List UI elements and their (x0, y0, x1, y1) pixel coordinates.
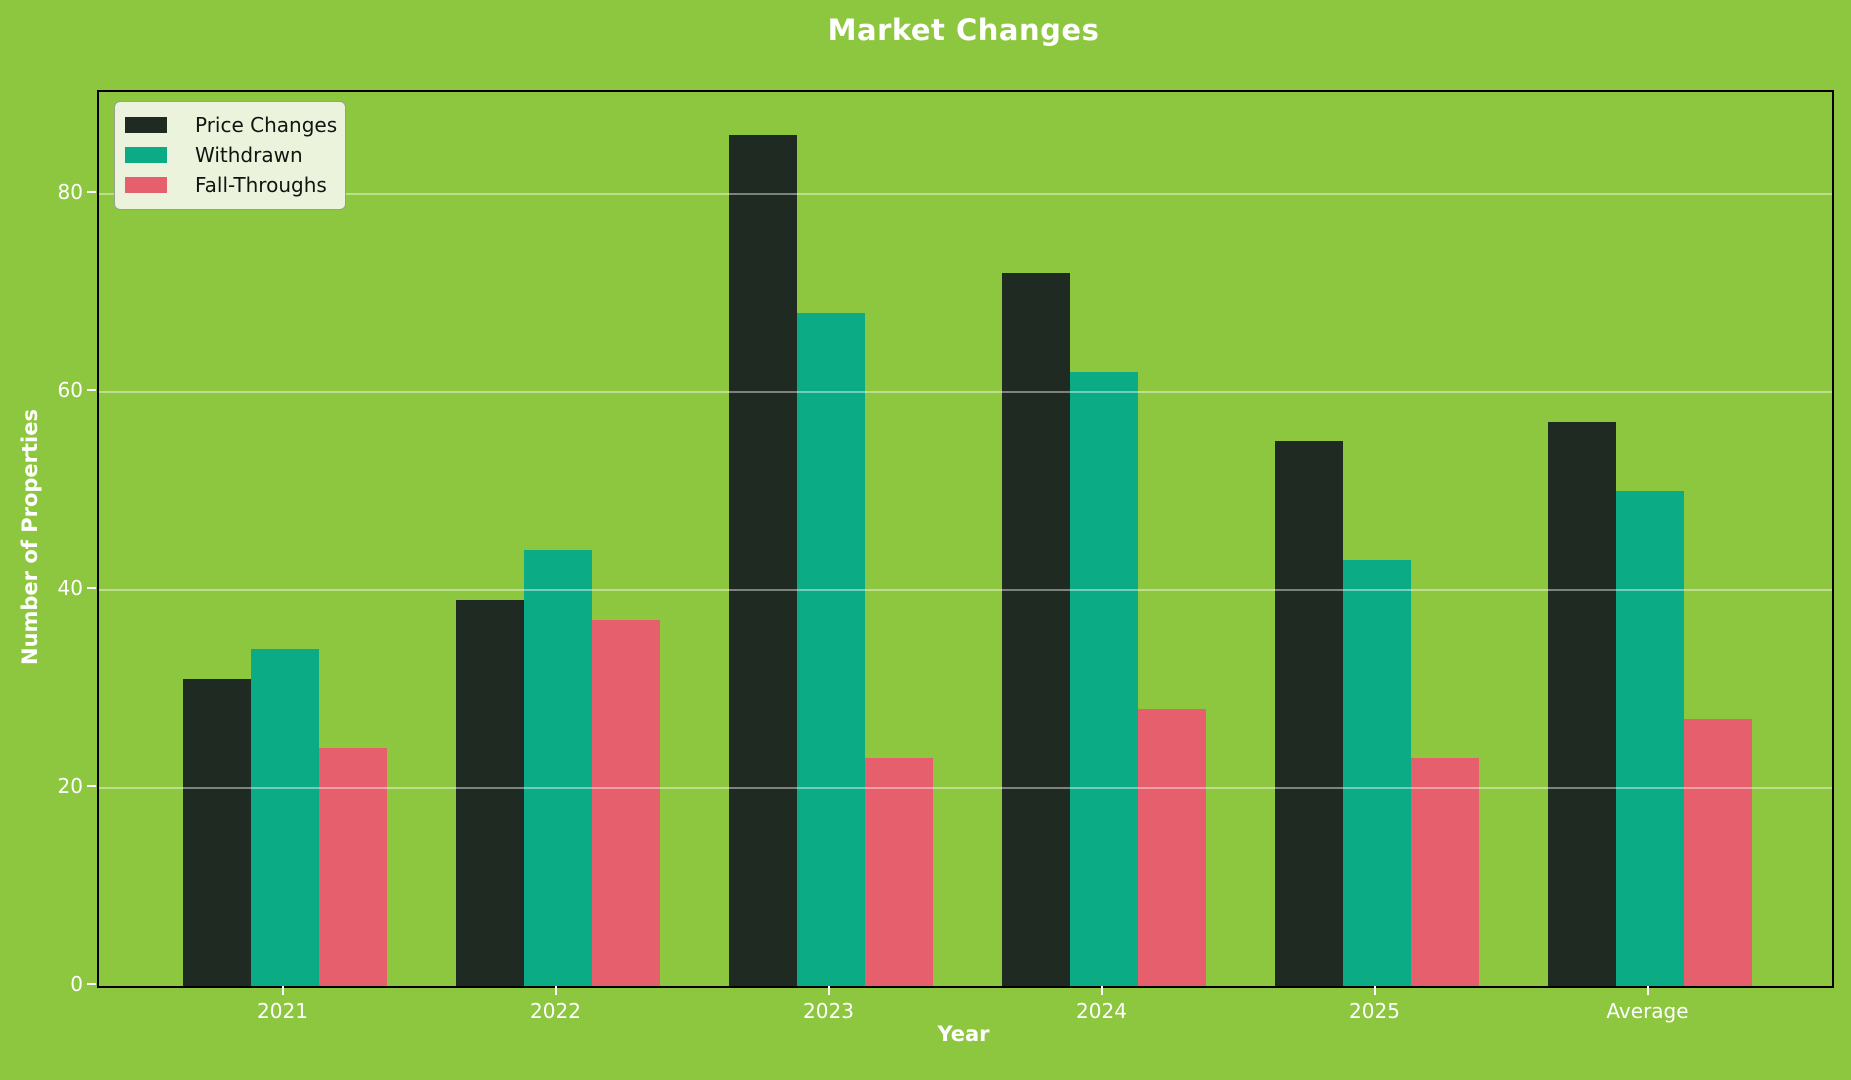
legend-swatch-fall-throughs (125, 177, 167, 193)
bar-2024-price-changes (1001, 273, 1070, 986)
bar-2025-fall-throughs (1410, 758, 1479, 986)
bar-average-fall-throughs (1683, 718, 1752, 986)
x-tick-mark-2025 (1373, 986, 1376, 995)
y-tick-label-0: 0 (70, 972, 83, 996)
x-tick-mark-2021 (281, 986, 284, 995)
gridline-20 (99, 786, 1832, 789)
x-tick-label-2024: 2024 (1076, 999, 1127, 1023)
bar-2021-fall-throughs (318, 748, 387, 986)
legend-item-withdrawn: Withdrawn (115, 140, 345, 170)
legend-item-fall-throughs: Fall-Throughs (115, 170, 345, 200)
x-tick-mark-2022 (554, 986, 557, 995)
bar-2021-price-changes (182, 679, 251, 986)
x-tick-mark-average (1646, 986, 1649, 995)
x-tick-mark-2024 (1100, 986, 1103, 995)
legend-swatch-withdrawn (125, 147, 167, 163)
legend: Price Changes Withdrawn Fall-Throughs (114, 101, 346, 210)
x-tick-label-2021: 2021 (257, 999, 308, 1023)
plot-area: Price Changes Withdrawn Fall-Throughs (97, 90, 1834, 988)
chart-title: Market Changes (827, 13, 1100, 47)
legend-label-fall-throughs: Fall-Throughs (195, 173, 327, 197)
y-tick-mark-80 (87, 190, 96, 193)
y-tick-label-80: 80 (57, 179, 83, 204)
y-tick-label-40: 40 (57, 575, 83, 600)
x-tick-label-2022: 2022 (530, 999, 581, 1023)
bar-2024-fall-throughs (1137, 708, 1206, 986)
bar-2022-price-changes (455, 599, 524, 986)
gridline-80 (99, 192, 1832, 195)
y-tick-mark-40 (87, 586, 96, 589)
x-tick-mark-2023 (827, 986, 830, 995)
bar-2025-price-changes (1274, 441, 1343, 986)
bar-2021-withdrawn (250, 649, 319, 986)
gridline-60 (99, 390, 1832, 393)
gridline-40 (99, 588, 1832, 591)
x-tick-label-2023: 2023 (803, 999, 854, 1023)
legend-label-withdrawn: Withdrawn (195, 143, 303, 167)
x-tick-label-average: Average (1606, 999, 1689, 1023)
y-tick-mark-0 (87, 983, 96, 985)
legend-item-price-changes: Price Changes (115, 110, 345, 140)
bar-2025-withdrawn (1342, 560, 1411, 986)
y-tick-mark-20 (87, 784, 96, 787)
bar-average-price-changes (1547, 421, 1616, 986)
bar-2022-withdrawn (523, 550, 592, 986)
bar-2023-fall-throughs (864, 758, 933, 986)
legend-swatch-price-changes (125, 117, 167, 133)
y-axis-label: Number of Properties (18, 408, 42, 666)
legend-label-price-changes: Price Changes (195, 113, 338, 137)
y-tick-mark-60 (87, 388, 96, 391)
bar-2023-withdrawn (796, 312, 865, 986)
bar-2023-price-changes (728, 134, 797, 986)
bar-2024-withdrawn (1069, 372, 1138, 986)
bar-2022-fall-throughs (591, 619, 660, 986)
bar-average-withdrawn (1615, 490, 1684, 986)
x-tick-label-2025: 2025 (1349, 999, 1400, 1023)
y-tick-label-20: 20 (57, 773, 83, 798)
y-tick-label-60: 60 (57, 377, 83, 402)
x-axis-label: Year (937, 1022, 990, 1046)
